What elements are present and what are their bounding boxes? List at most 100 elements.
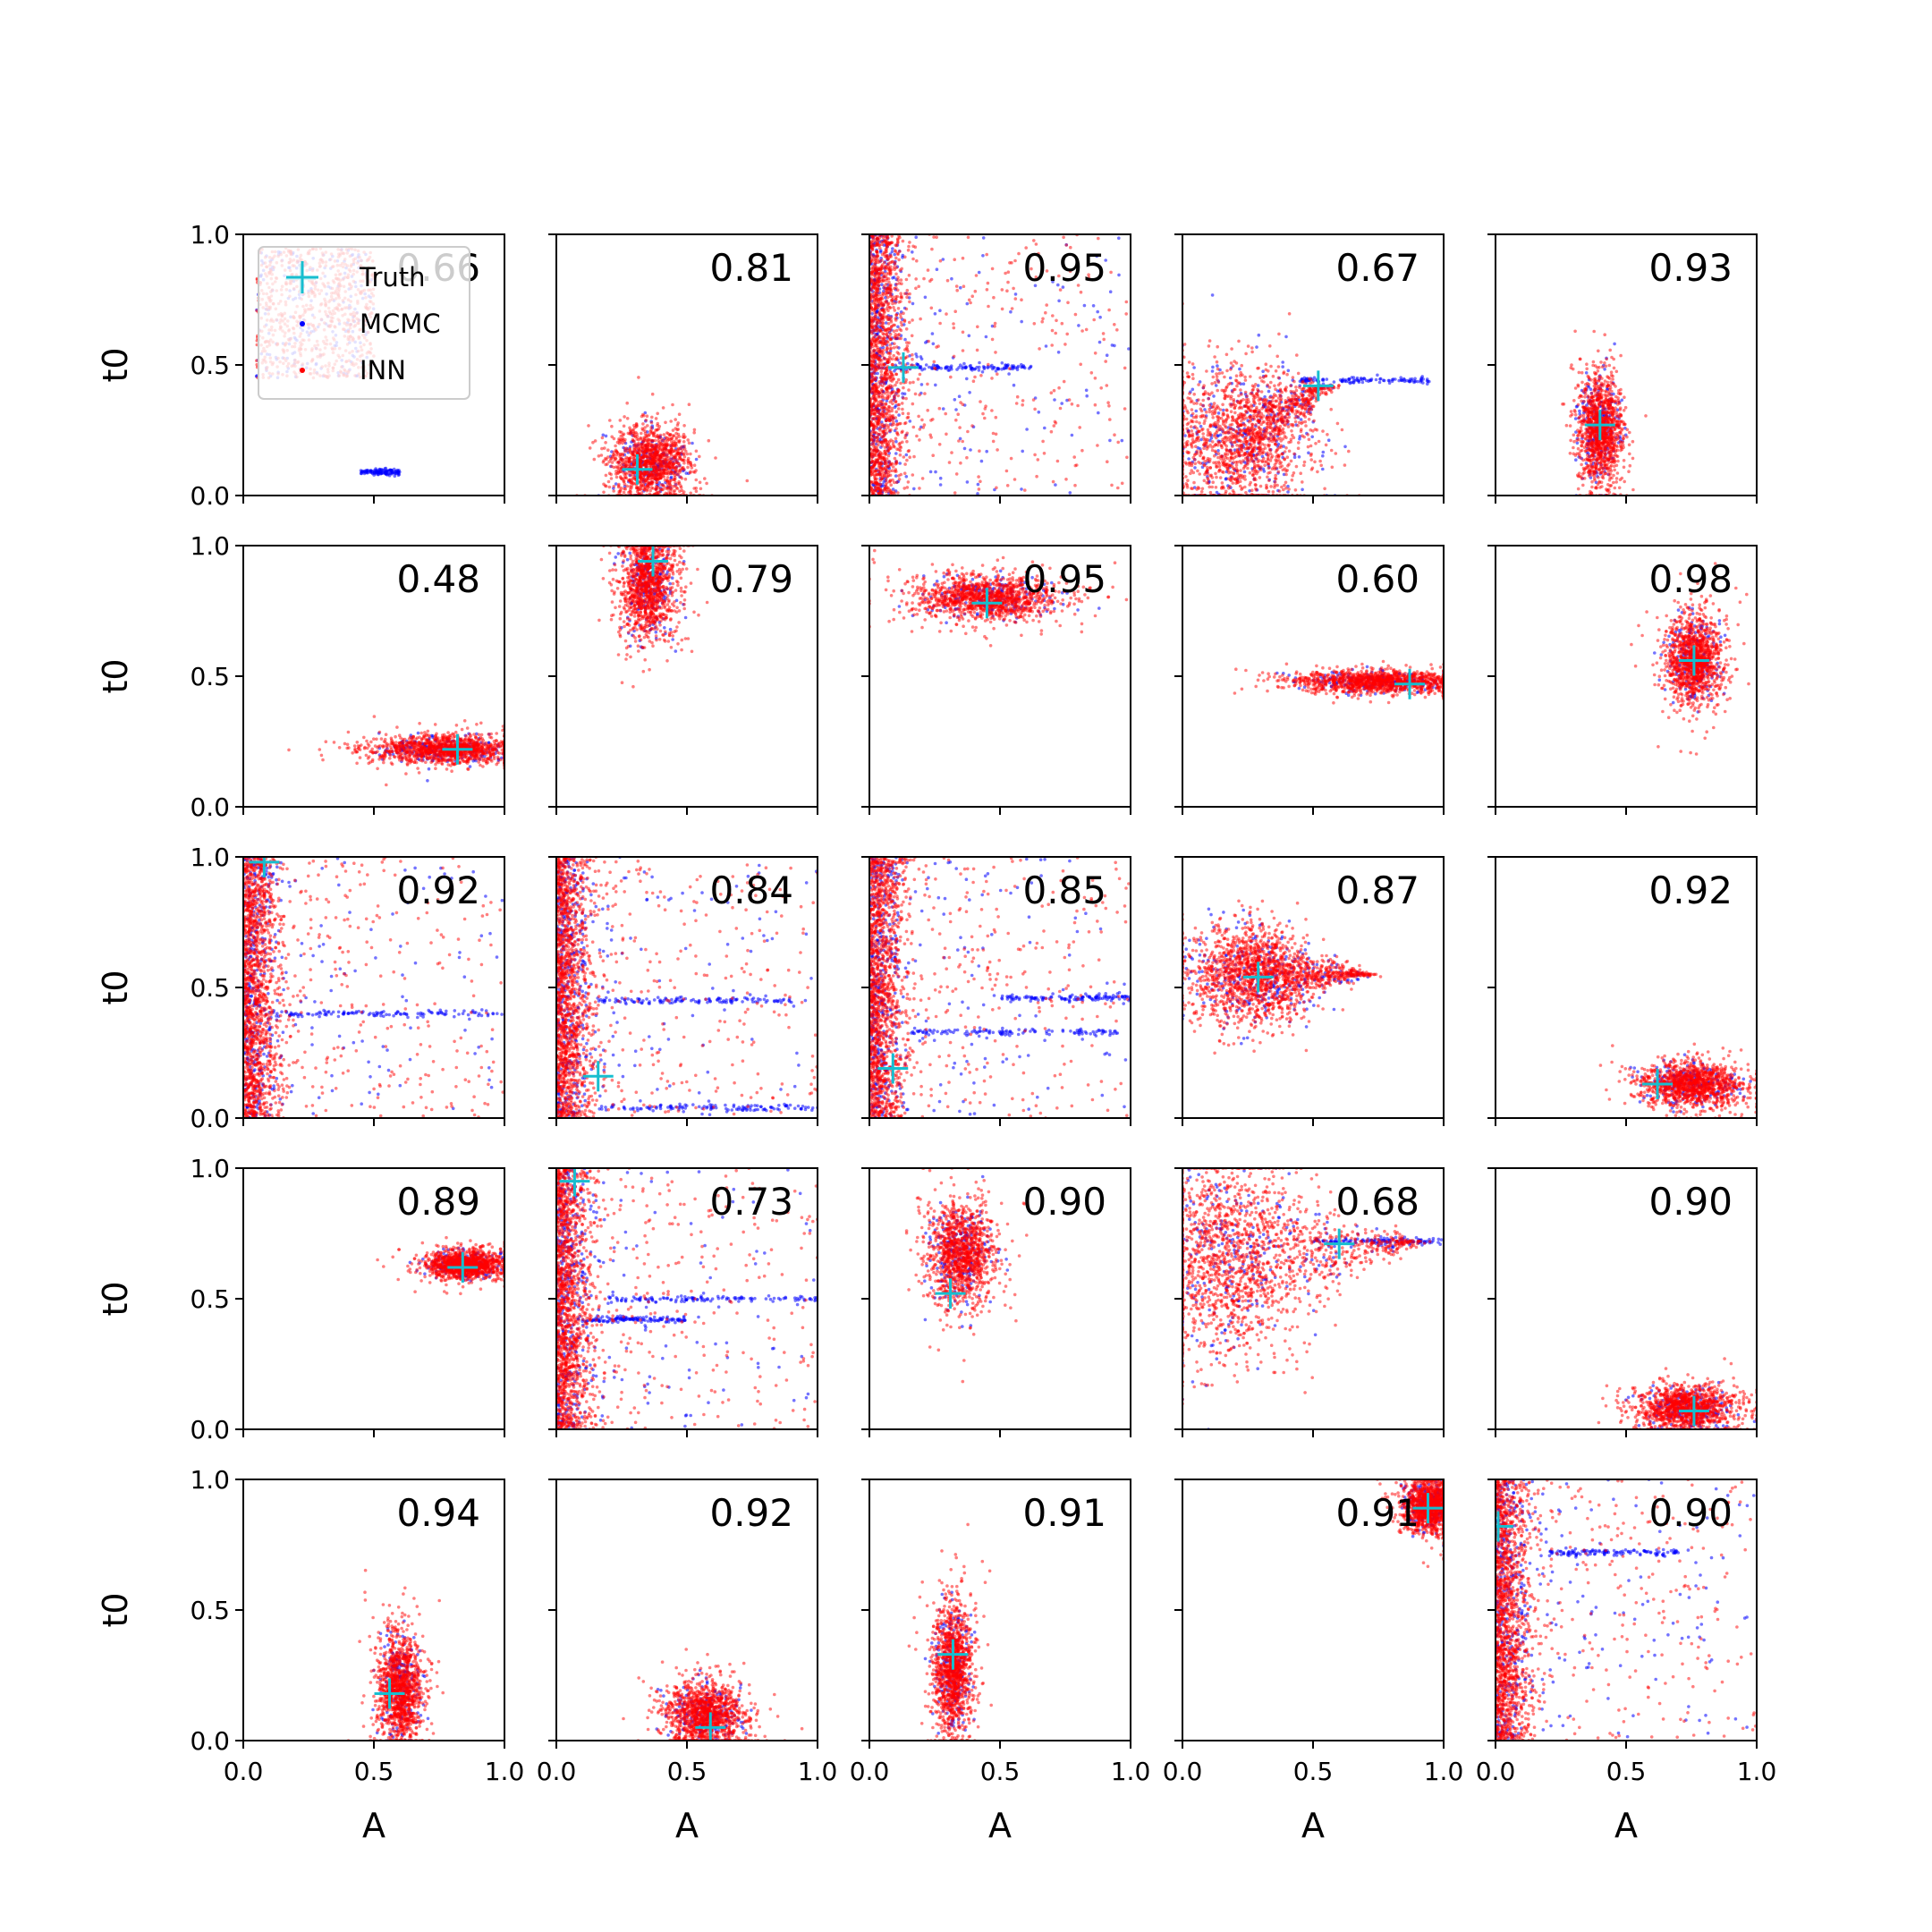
panel-0-2-inn-point (917, 284, 920, 289)
panel-0-2-inn-point (876, 326, 879, 331)
panel-0-2-inn-point (1044, 310, 1047, 315)
panel-0-2-mcmc-point (977, 369, 981, 372)
panel-0-2-inn-point (1075, 463, 1079, 467)
panel-0-2-inn-point (878, 489, 883, 493)
panel-0-2-inn-point (911, 318, 914, 322)
panel-0-2-inn-point (907, 341, 911, 345)
panel-0-3-mcmc-point (1215, 490, 1219, 495)
panel-0-1-inn-point (650, 415, 654, 419)
panel-0-2-mcmc-point (893, 252, 896, 257)
panel-0-2-mcmc-point (935, 267, 939, 272)
panel-0-2-inn-point (877, 243, 882, 248)
panel-0-3-mcmc-point (1183, 434, 1187, 437)
panel-0-1-inn-point (665, 431, 669, 435)
panel-0-2-inn-point (878, 427, 882, 431)
panel-0-1-inn-point (644, 438, 648, 443)
panel-0-1-inn-point (648, 488, 652, 493)
panel-0-3-mcmc-point (1262, 470, 1267, 473)
panel-0-2-inn-point (1052, 388, 1056, 393)
panel-0-2-mcmc-point (896, 325, 900, 329)
panel-0-1-inn-point (685, 452, 690, 456)
panel-0-2-score: 0.95 (1022, 246, 1106, 290)
panel-0-2-inn-point (903, 462, 907, 466)
panel-0-2-inn-point (905, 416, 910, 419)
panel-0-2-inn-point (886, 405, 891, 409)
panel-0-2-inn-point (952, 322, 955, 326)
panel-0-3-mcmc-point (1321, 450, 1326, 454)
panel-0-1-inn-point (689, 470, 692, 474)
panel-0-2-mcmc-point (894, 419, 899, 423)
panel-0-1-inn-point (662, 433, 666, 436)
panel-0-2-inn-point (873, 269, 877, 274)
panel-0-1-inn-point (628, 463, 631, 467)
panel-0-2-inn-point (1087, 273, 1090, 277)
panel-0-2-mcmc-point (963, 366, 968, 370)
panel-0-2-mcmc-point (973, 367, 977, 371)
panel-0-1-inn-point (644, 454, 648, 459)
panel-0-2-inn-point (893, 309, 897, 312)
panel-0-2-inn-point (969, 301, 972, 305)
panel-0-2-mcmc-point (976, 492, 979, 496)
panel-0-2-inn-point (1014, 402, 1019, 405)
panel-0-2-inn-point (1038, 347, 1041, 351)
panel-0-1-inn-point (612, 436, 616, 441)
panel-0-2-inn-point (1032, 239, 1036, 242)
panel-0-2-inn-point (991, 439, 996, 444)
panel-0-2-inn-point (1033, 453, 1037, 457)
panel-0-2-inn-point (903, 436, 907, 440)
panel-0-2-inn-point (885, 348, 889, 352)
panel-0-2-inn-point (1042, 452, 1046, 455)
panel-0-2-inn-point (1106, 460, 1109, 463)
panel-0-2-inn-point (1062, 379, 1066, 384)
panel-0-2-inn-point (904, 277, 909, 282)
panel-0-1-inn-point (668, 433, 673, 436)
panel-0-2-inn-point (894, 272, 898, 276)
panel-0-2-mcmc-point (1009, 309, 1013, 314)
panel-0-2-mcmc-point (908, 419, 912, 423)
panel-0-2-inn-point (877, 362, 881, 366)
panel-0-1-inn-point (609, 456, 614, 461)
panel-0-2-inn-point (911, 425, 916, 429)
panel-0-1-inn-point (638, 465, 642, 469)
panel-0-1-inn-point (648, 462, 653, 466)
panel-0-2-inn-point (888, 332, 893, 336)
panel-0-1-inn-point (622, 424, 626, 428)
panel-0-2-mcmc-point (885, 399, 889, 402)
panel-0-2-inn-point (883, 396, 887, 401)
panel-0-1-inn-point (656, 449, 660, 453)
panel-0-1-inn-point (640, 445, 644, 449)
panel-0-2-inn-point (1062, 235, 1065, 240)
panel-0-2-mcmc-point (961, 367, 964, 370)
panel-0-2-inn-point (874, 485, 877, 489)
panel-0-2-inn-point (990, 267, 995, 271)
panel-0-2-inn-point (895, 351, 900, 354)
panel-0-2-inn-point (953, 258, 956, 262)
panel-0-1-inn-point (668, 487, 673, 491)
panel-0-2-inn-point (870, 438, 874, 442)
panel-0-2-inn-point (888, 352, 893, 356)
panel-0-2-inn-point (872, 318, 876, 322)
panel-0-2-inn-point (870, 411, 874, 415)
panel-0-2-inn-point (886, 277, 891, 281)
panel-0-1-inn-point (682, 424, 686, 428)
panel-0-2-inn-point (886, 391, 890, 394)
panel-0-1-inn-point (587, 424, 590, 428)
panel-0-2-mcmc-point (1016, 364, 1021, 369)
panel-0-2-inn-point (890, 299, 894, 303)
panel-0-1-inn-point (698, 454, 701, 459)
panel-0-2-inn-point (990, 337, 995, 342)
panel-0-2-mcmc-point (1097, 411, 1100, 415)
panel-0-2-mcmc-point (1037, 411, 1041, 414)
panel-0-2-inn-point (881, 332, 885, 335)
panel-0-1-inn-point (671, 471, 675, 476)
panel-0-1-inn-point (671, 428, 675, 432)
panel-0-2-inn-point (889, 438, 893, 442)
panel-0-2-inn-point (945, 278, 950, 283)
panel-0-1-inn-point (663, 462, 667, 465)
panel-0-1-mcmc-point (614, 482, 618, 486)
panel-0-1-inn-point (679, 469, 682, 472)
panel-0-1-inn-point (682, 444, 686, 448)
panel-0-2-inn-point (905, 458, 909, 462)
panel-0-1-inn-point (689, 461, 692, 465)
panel-0-2-inn-point (882, 272, 886, 275)
